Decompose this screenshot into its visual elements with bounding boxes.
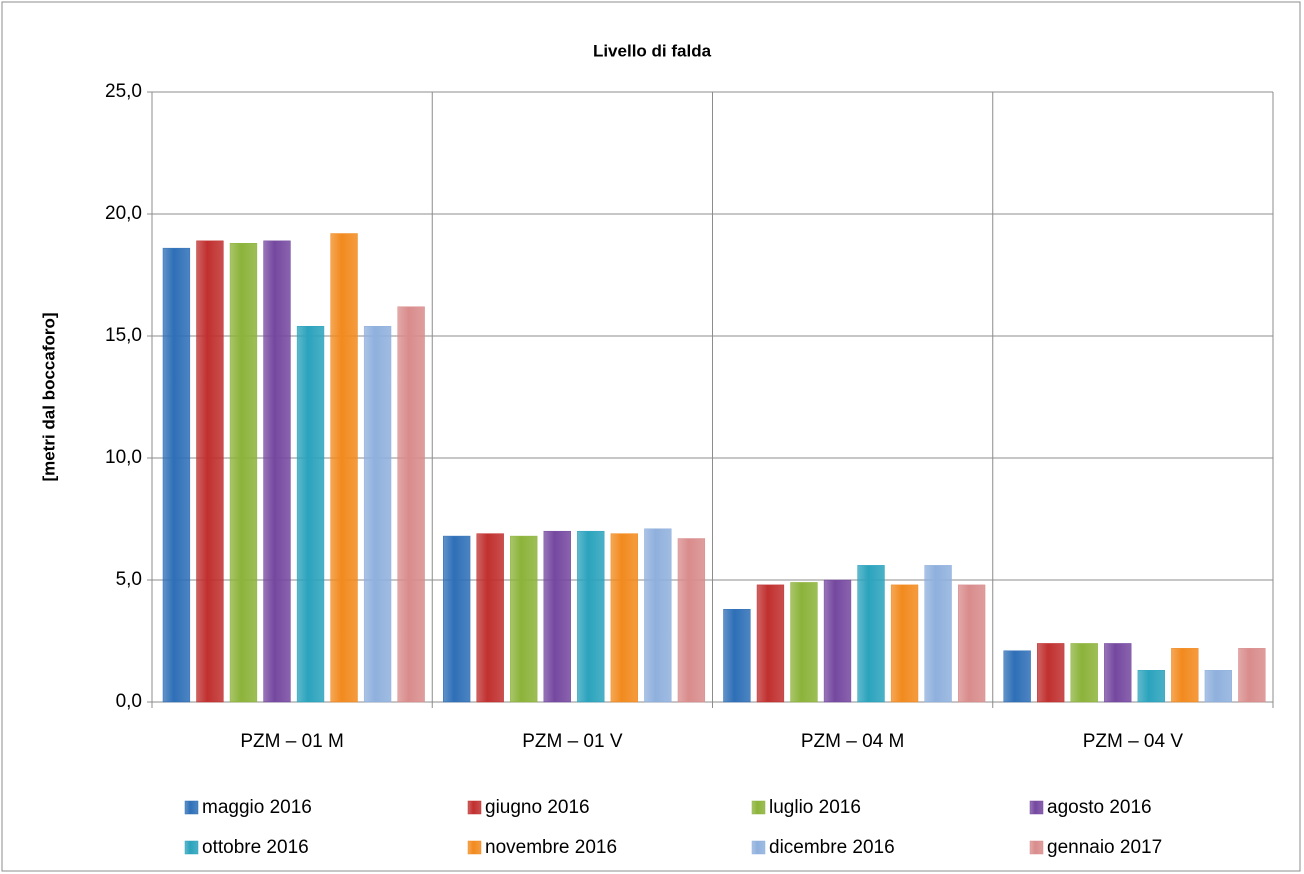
legend-label: giugno 2016: [485, 797, 590, 818]
legend-swatch: [751, 840, 766, 855]
bar: [330, 233, 358, 703]
legend-label: luglio 2016: [769, 797, 861, 818]
bar: [890, 584, 919, 703]
bar: [296, 325, 325, 703]
legend-label: ottobre 2016: [202, 837, 309, 858]
bar: [1037, 643, 1065, 703]
y-tick-label: 25,0: [105, 81, 142, 102]
bar: [924, 565, 952, 703]
bar: [229, 243, 258, 703]
bar: [1171, 648, 1199, 703]
bar: [823, 579, 852, 703]
y-tick-label: 15,0: [105, 325, 142, 346]
y-tick-label: 5,0: [116, 569, 142, 590]
bar: [1003, 650, 1031, 703]
bar: [577, 530, 605, 703]
bar: [476, 533, 504, 703]
legend-swatch: [184, 840, 199, 855]
legend-swatch: [1029, 800, 1044, 815]
bar: [162, 247, 191, 703]
legend-swatch: [1029, 840, 1044, 855]
bar: [543, 530, 571, 703]
x-tick-label: PZM – 04 M: [801, 731, 904, 752]
bar: [363, 325, 392, 703]
y-tick-label: 20,0: [105, 203, 142, 224]
y-axis-title: [metri dal boccaforo]: [39, 312, 58, 481]
bar: [644, 528, 672, 703]
bar: [677, 538, 706, 703]
legend-label: dicembre 2016: [769, 837, 895, 858]
bar: [1204, 670, 1233, 703]
bar: [857, 565, 885, 703]
bar: [443, 535, 471, 703]
legend-label: gennaio 2017: [1047, 837, 1162, 858]
chart-title: Livello di falda: [593, 41, 712, 60]
bar: [957, 584, 986, 703]
bar: [1137, 670, 1165, 703]
y-tick-label: 0,0: [116, 691, 142, 712]
legend-swatch: [467, 840, 482, 855]
legend-swatch: [184, 800, 199, 815]
bar: [610, 533, 638, 703]
y-tick-label: 10,0: [105, 447, 142, 468]
bar: [1070, 643, 1098, 703]
bar: [790, 582, 818, 703]
legend-swatch: [467, 800, 482, 815]
bar: [1104, 643, 1132, 703]
bar: [263, 240, 291, 703]
bar: [1238, 648, 1266, 703]
bar: [510, 535, 538, 703]
x-tick-label: PZM – 01 V: [522, 731, 623, 752]
bar: [723, 609, 751, 703]
bar: [196, 240, 224, 703]
legend-label: novembre 2016: [485, 837, 617, 858]
x-tick-label: PZM – 01 M: [240, 731, 343, 752]
x-tick-label: PZM – 04 V: [1083, 731, 1184, 752]
bar: [756, 584, 785, 703]
legend-label: maggio 2016: [202, 797, 312, 818]
legend-swatch: [751, 800, 766, 815]
bar: [397, 306, 425, 703]
legend-label: agosto 2016: [1047, 797, 1152, 818]
